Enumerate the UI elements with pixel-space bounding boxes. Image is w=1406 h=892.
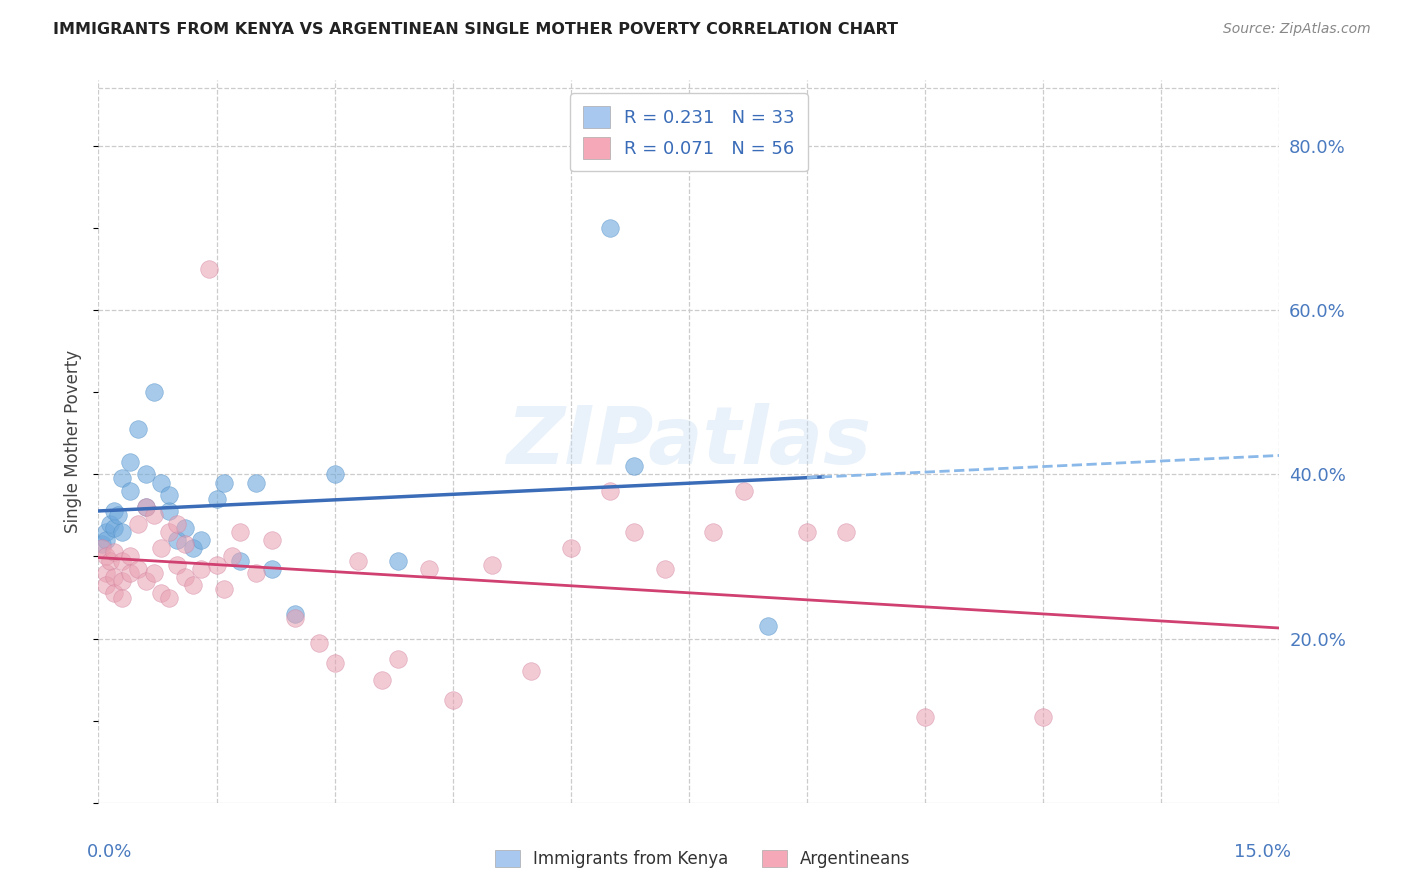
Point xyxy=(284,611,307,625)
Point xyxy=(205,558,228,572)
Point xyxy=(174,537,197,551)
Point xyxy=(174,521,197,535)
Point xyxy=(103,545,125,559)
Point xyxy=(166,558,188,572)
Point xyxy=(599,483,621,498)
Point xyxy=(174,570,197,584)
Point xyxy=(142,508,165,523)
Point xyxy=(796,524,818,539)
Point xyxy=(205,491,228,506)
Point xyxy=(111,471,134,485)
Point xyxy=(103,504,125,518)
Point xyxy=(135,500,157,515)
Point xyxy=(654,562,676,576)
Y-axis label: Single Mother Poverty: Single Mother Poverty xyxy=(65,350,83,533)
Point xyxy=(111,524,134,539)
Point xyxy=(623,524,645,539)
Point xyxy=(157,488,180,502)
Text: Source: ZipAtlas.com: Source: ZipAtlas.com xyxy=(1223,22,1371,37)
Point xyxy=(103,521,125,535)
Point xyxy=(371,673,394,687)
Point xyxy=(98,516,121,531)
Legend: Immigrants from Kenya, Argentineans: Immigrants from Kenya, Argentineans xyxy=(488,843,918,875)
Point xyxy=(96,549,118,564)
Point xyxy=(96,578,118,592)
Point xyxy=(118,549,141,564)
Point xyxy=(127,562,149,576)
Point xyxy=(157,591,180,605)
Point xyxy=(135,467,157,482)
Point xyxy=(914,709,936,723)
Point xyxy=(214,475,236,490)
Point xyxy=(96,524,118,539)
Point xyxy=(118,483,141,498)
Point xyxy=(756,619,779,633)
Point xyxy=(1032,709,1054,723)
Point xyxy=(150,541,173,556)
Point xyxy=(103,586,125,600)
Point xyxy=(111,553,134,567)
Point xyxy=(142,566,165,580)
Point xyxy=(229,553,252,567)
Point xyxy=(323,467,346,482)
Point xyxy=(150,475,173,490)
Legend: R = 0.231   N = 33, R = 0.071   N = 56: R = 0.231 N = 33, R = 0.071 N = 56 xyxy=(571,93,807,171)
Point xyxy=(308,636,330,650)
Point xyxy=(190,533,212,547)
Point xyxy=(118,566,141,580)
Point xyxy=(111,591,134,605)
Text: ZIPatlas: ZIPatlas xyxy=(506,402,872,481)
Point xyxy=(284,607,307,621)
Point xyxy=(98,553,121,567)
Point xyxy=(166,516,188,531)
Point xyxy=(127,422,149,436)
Text: 15.0%: 15.0% xyxy=(1234,843,1291,861)
Point xyxy=(142,385,165,400)
Point xyxy=(245,475,267,490)
Point xyxy=(181,541,204,556)
Point xyxy=(181,578,204,592)
Point xyxy=(91,541,114,556)
Point xyxy=(599,221,621,235)
Point xyxy=(135,500,157,515)
Point xyxy=(111,574,134,588)
Text: 0.0%: 0.0% xyxy=(87,843,132,861)
Point xyxy=(229,524,252,539)
Point xyxy=(166,533,188,547)
Point xyxy=(835,524,858,539)
Point xyxy=(96,533,118,547)
Point xyxy=(441,693,464,707)
Point xyxy=(157,524,180,539)
Text: IMMIGRANTS FROM KENYA VS ARGENTINEAN SINGLE MOTHER POVERTY CORRELATION CHART: IMMIGRANTS FROM KENYA VS ARGENTINEAN SIN… xyxy=(53,22,898,37)
Point xyxy=(157,504,180,518)
Point xyxy=(190,562,212,576)
Point xyxy=(103,570,125,584)
Point xyxy=(221,549,243,564)
Point xyxy=(260,533,283,547)
Point xyxy=(214,582,236,597)
Point xyxy=(702,524,724,539)
Point xyxy=(91,537,114,551)
Point xyxy=(96,566,118,580)
Point xyxy=(733,483,755,498)
Point xyxy=(107,508,129,523)
Point xyxy=(481,558,503,572)
Point xyxy=(560,541,582,556)
Point xyxy=(260,562,283,576)
Point xyxy=(118,455,141,469)
Point xyxy=(245,566,267,580)
Point xyxy=(135,574,157,588)
Point xyxy=(150,586,173,600)
Point xyxy=(127,516,149,531)
Point xyxy=(520,665,543,679)
Point xyxy=(323,657,346,671)
Point xyxy=(387,553,409,567)
Point xyxy=(418,562,440,576)
Point xyxy=(197,262,219,277)
Point xyxy=(623,459,645,474)
Point xyxy=(347,553,370,567)
Point xyxy=(387,652,409,666)
